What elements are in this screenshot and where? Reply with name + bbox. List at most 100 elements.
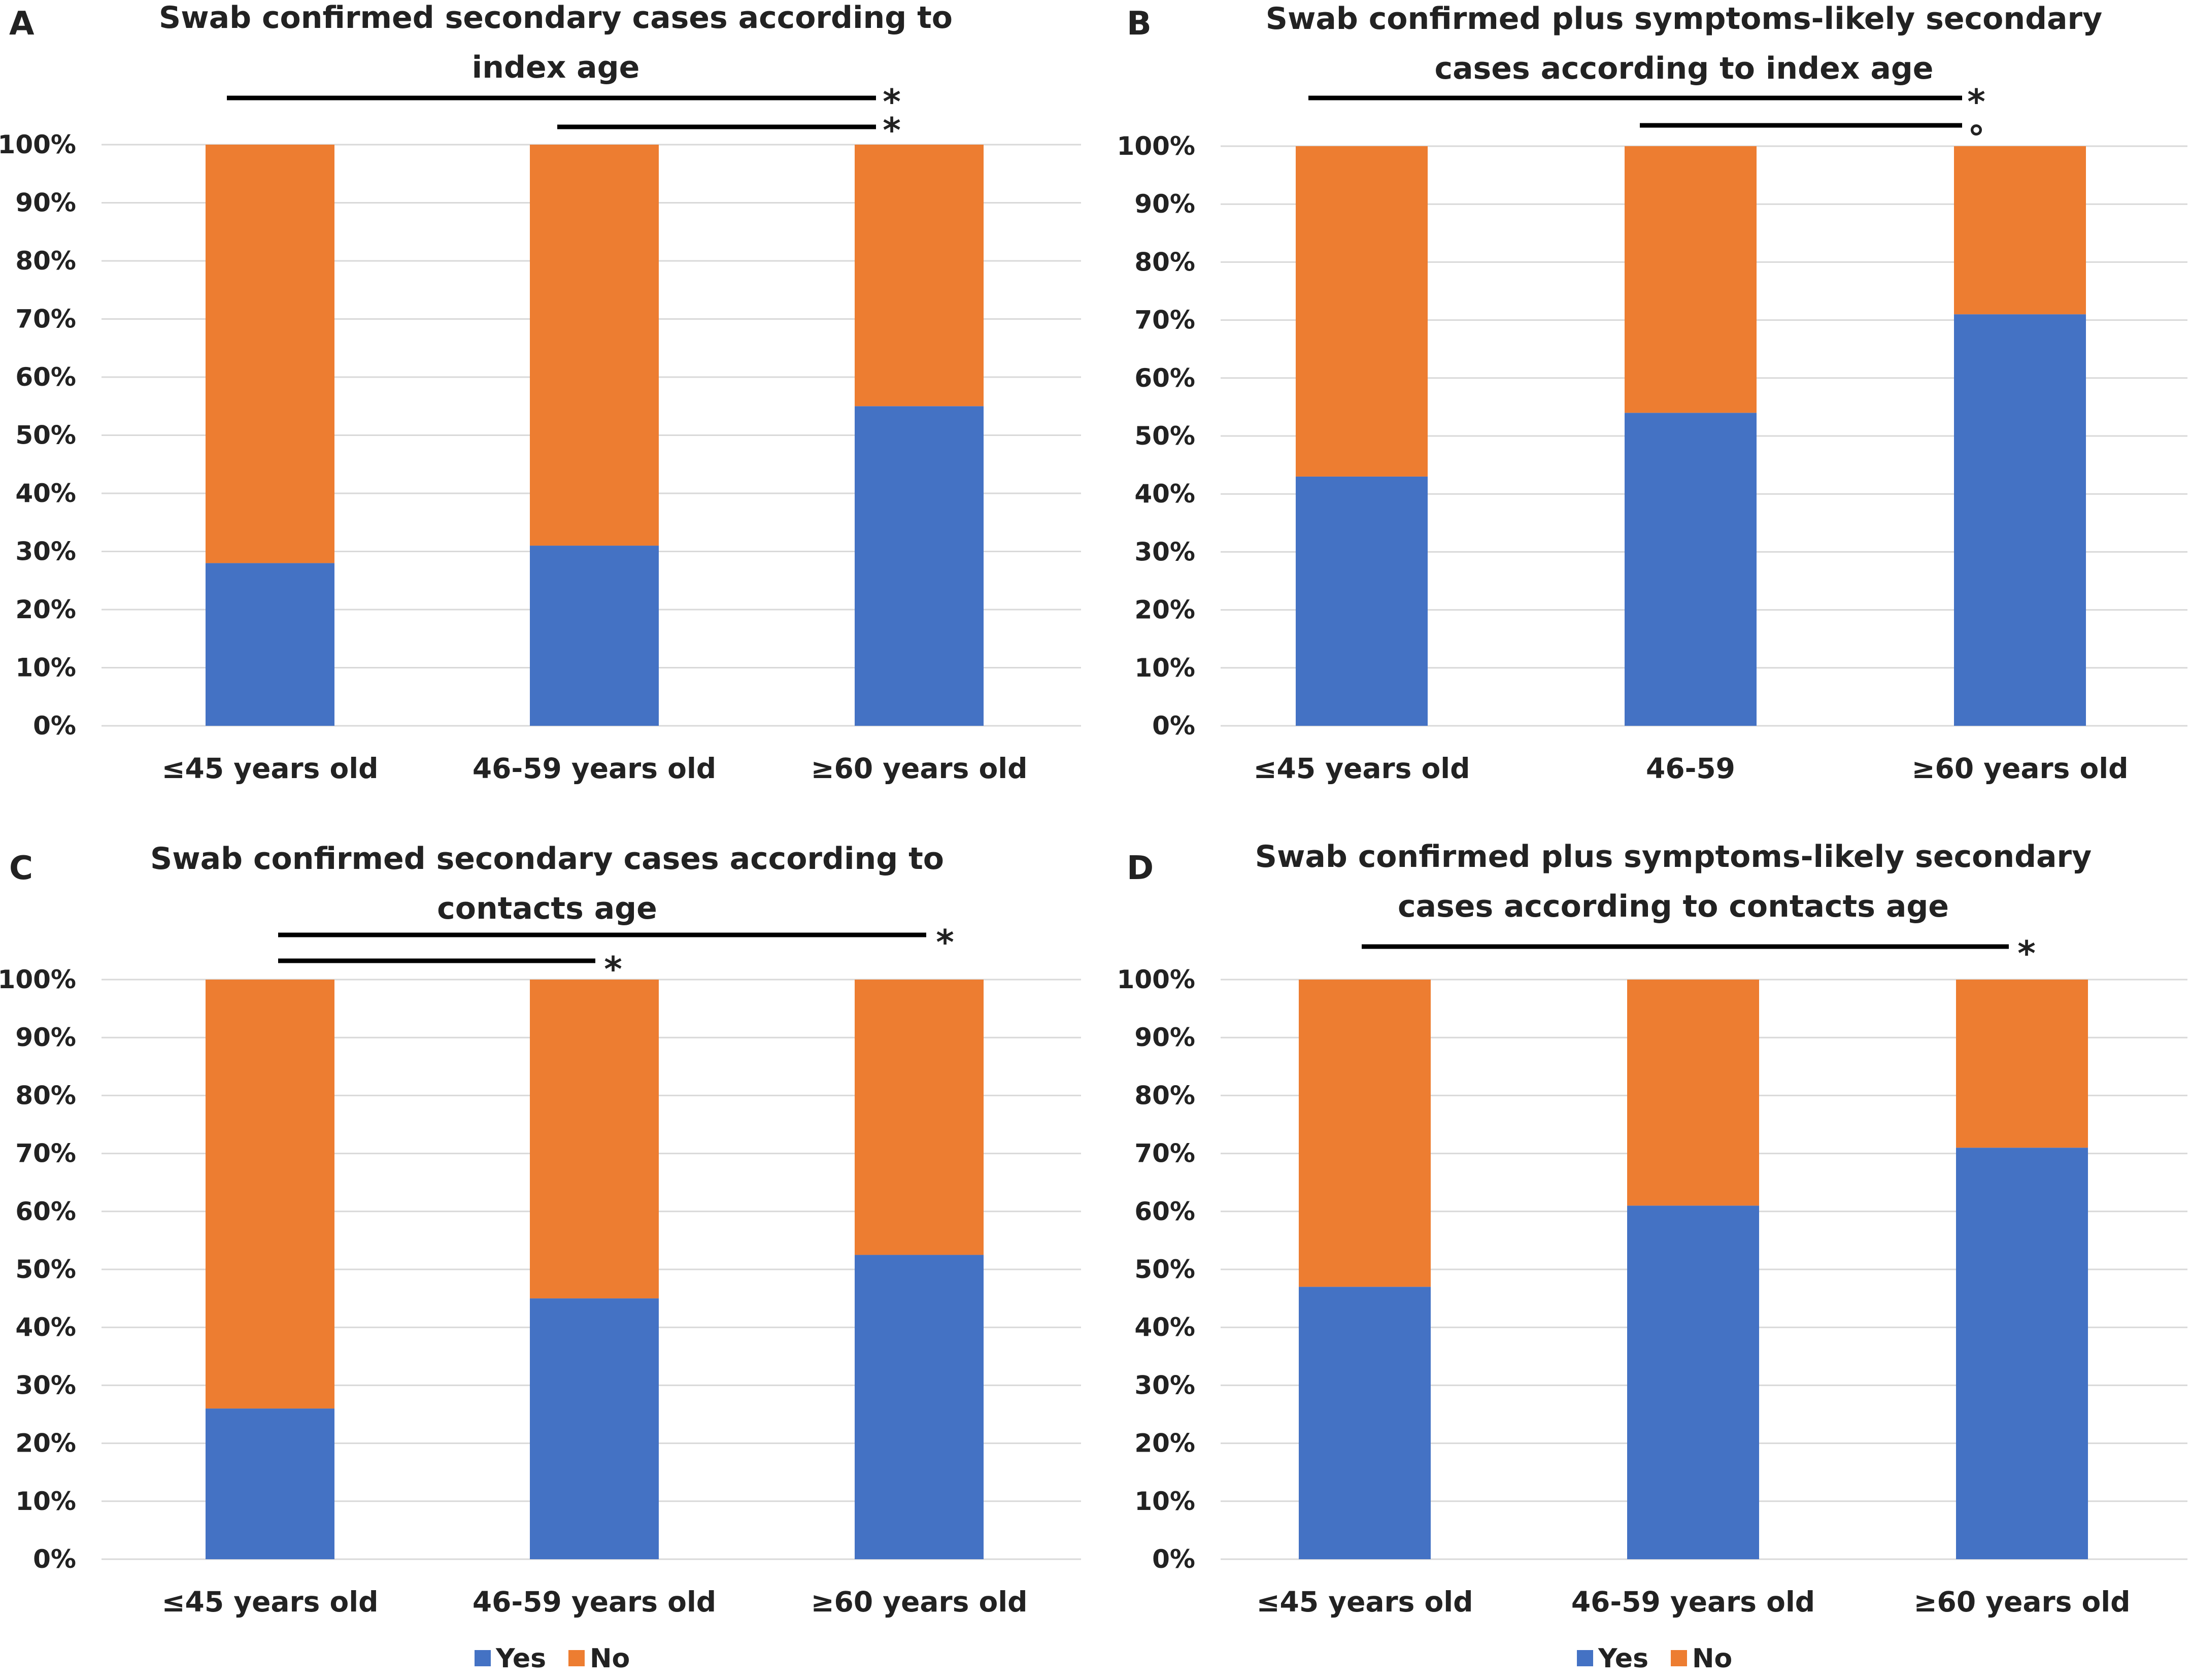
bar-yes — [1954, 314, 2086, 726]
y-tick-label: 0% — [33, 711, 76, 741]
y-tick-label: 90% — [15, 188, 76, 218]
chart-panel-a: A Swab confirmed secondary cases accordin… — [0, 0, 1081, 785]
y-tick-label: 30% — [1134, 1370, 1195, 1400]
legend-label: No — [1692, 1643, 1732, 1674]
y-tick-label: 10% — [15, 653, 76, 683]
y-tick-label: 40% — [15, 1313, 76, 1342]
y-tick-label: 70% — [15, 1139, 76, 1168]
chart-title-line: Swab confirmed plus symptoms-likely seco… — [1255, 839, 2092, 875]
y-tick-label: 40% — [1134, 1313, 1195, 1342]
y-tick-label: 100% — [1117, 965, 1195, 994]
y-tick-label: 0% — [33, 1544, 76, 1574]
bar-no — [855, 145, 984, 407]
bar-no — [530, 145, 659, 546]
legend-label: No — [590, 1643, 630, 1674]
bar-no — [1296, 146, 1428, 477]
bar-yes — [1956, 1148, 2088, 1559]
y-tick-label: 20% — [15, 595, 76, 624]
x-tick-label: ≤45 years old — [161, 752, 378, 785]
y-tick-label: 80% — [15, 246, 76, 276]
panel-letter: B — [1127, 5, 1152, 43]
y-tick-label: 90% — [1134, 1023, 1195, 1052]
bar-yes — [855, 406, 984, 726]
y-tick-label: 40% — [1134, 479, 1195, 509]
chart-panel-d: D Swab confirmed plus symptoms-likely sec… — [1117, 839, 2187, 1674]
bar-yes — [530, 1298, 659, 1559]
bar-no — [1625, 146, 1757, 413]
bar-no — [1299, 980, 1431, 1287]
bar-no — [855, 980, 984, 1255]
x-tick-label: ≥60 years old — [1911, 752, 2128, 785]
y-tick-label: 60% — [15, 362, 76, 392]
y-tick-label: 100% — [0, 965, 76, 994]
chart-title-line: cases according to contacts age — [1398, 889, 1949, 924]
y-tick-label: 90% — [1134, 189, 1195, 219]
significance-marker: * — [604, 950, 622, 990]
legend-swatch-no — [1671, 1650, 1687, 1666]
chart-title-line: Swab confirmed secondary cases according… — [159, 0, 953, 36]
chart-title-line: Swab confirmed plus symptoms-likely seco… — [1266, 1, 2102, 37]
x-tick-label: ≥60 years old — [811, 1586, 1027, 1618]
bar-yes — [530, 546, 659, 726]
chart-title-line: cases according to index age — [1435, 51, 1934, 86]
chart-panel-b: B Swab confirmed plus symptoms-likely sec… — [1117, 1, 2187, 785]
bar-yes — [1296, 476, 1428, 726]
y-tick-label: 20% — [1134, 595, 1195, 625]
y-tick-label: 40% — [15, 479, 76, 508]
bar-no — [1627, 980, 1759, 1206]
y-tick-label: 50% — [1134, 421, 1195, 451]
y-tick-label: 10% — [1134, 653, 1195, 683]
bar-yes — [855, 1255, 984, 1559]
y-tick-label: 20% — [15, 1429, 76, 1458]
y-tick-label: 30% — [1134, 537, 1195, 566]
chart-panel-c: C Swab confirmed secondary cases accordin… — [0, 841, 1081, 1674]
y-tick-label: 60% — [1134, 363, 1195, 393]
y-tick-label: 50% — [15, 421, 76, 450]
x-tick-label: 46-59 years old — [1571, 1586, 1815, 1618]
panel-letter: A — [9, 5, 35, 43]
x-tick-label: 46-59 — [1646, 752, 1735, 785]
y-tick-label: 70% — [1134, 306, 1195, 335]
x-tick-label: 46-59 years old — [473, 752, 716, 785]
y-tick-label: 70% — [1134, 1139, 1195, 1168]
y-tick-label: 0% — [1152, 711, 1195, 741]
significance-marker: * — [883, 82, 901, 122]
panel-letter: D — [1127, 850, 1154, 887]
bar-yes — [1625, 413, 1757, 726]
y-tick-label: 80% — [15, 1081, 76, 1110]
legend-swatch-yes — [1577, 1650, 1593, 1666]
y-tick-label: 10% — [1134, 1487, 1195, 1516]
chart-title-line: index age — [472, 50, 640, 85]
bar-yes — [1627, 1205, 1759, 1559]
x-tick-label: ≥60 years old — [1913, 1586, 2130, 1618]
significance-marker: * — [883, 111, 901, 151]
legend-swatch-yes — [475, 1650, 491, 1666]
bar-yes — [206, 563, 334, 726]
legend-label: Yes — [495, 1643, 546, 1674]
bar-no — [1956, 980, 2088, 1148]
legend-label: Yes — [1598, 1643, 1648, 1674]
x-tick-label: ≤45 years old — [1253, 752, 1470, 785]
x-tick-label: ≤45 years old — [1256, 1586, 1473, 1618]
y-tick-label: 60% — [15, 1197, 76, 1226]
x-tick-label: ≥60 years old — [811, 752, 1027, 785]
y-tick-label: 60% — [1134, 1197, 1195, 1226]
chart-title-line: Swab confirmed secondary cases according… — [150, 841, 944, 877]
y-tick-label: 100% — [1117, 131, 1195, 161]
legend: Yes No — [1577, 1643, 1732, 1674]
y-tick-label: 90% — [15, 1023, 76, 1052]
y-tick-label: 50% — [15, 1255, 76, 1284]
bar-yes — [206, 1408, 334, 1559]
y-tick-label: 80% — [1134, 1081, 1195, 1110]
y-tick-label: 30% — [15, 1370, 76, 1400]
significance-marker: ° — [1968, 119, 1985, 159]
y-tick-label: 50% — [1134, 1255, 1195, 1284]
chart-title-line: contacts age — [437, 891, 657, 926]
bar-no — [1954, 146, 2086, 315]
significance-marker: * — [1967, 82, 1985, 122]
y-tick-label: 30% — [15, 537, 76, 566]
legend: Yes No — [475, 1643, 630, 1674]
bar-no — [530, 980, 659, 1299]
y-tick-label: 70% — [15, 305, 76, 334]
